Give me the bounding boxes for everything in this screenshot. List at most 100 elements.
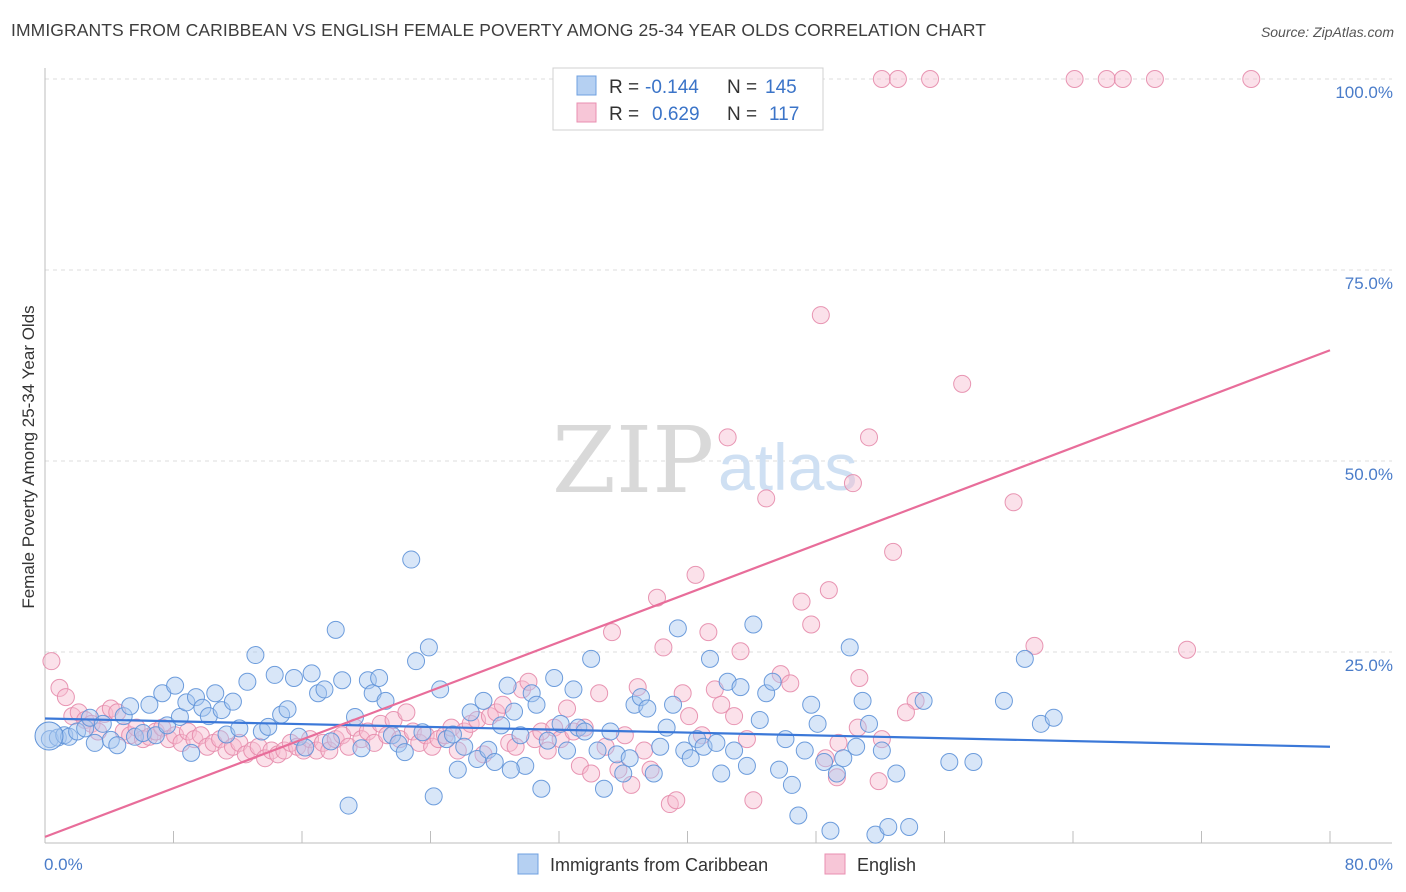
correlation-legend: R = -0.144 N = 145 R = 0.629 N = 117 bbox=[552, 67, 824, 131]
y-tick-label: 75.0% bbox=[1345, 274, 1393, 293]
english-point bbox=[582, 764, 601, 783]
english-point bbox=[307, 741, 326, 760]
caribbean-point bbox=[737, 756, 756, 775]
english-point bbox=[827, 768, 846, 787]
legend-label-english: English bbox=[857, 855, 916, 875]
y-axis-label: Female Poverty Among 25-34 Year Olds bbox=[19, 305, 38, 608]
english-point bbox=[744, 791, 763, 810]
caribbean-point bbox=[407, 652, 426, 671]
caribbean-point bbox=[808, 714, 827, 733]
caribbean-point bbox=[402, 550, 421, 569]
caribbean-trend-line bbox=[44, 717, 1331, 748]
caribbean-point bbox=[614, 764, 633, 783]
english-point bbox=[493, 695, 512, 714]
english-point bbox=[1145, 70, 1164, 88]
legend-frame bbox=[552, 67, 824, 131]
english-point bbox=[1178, 640, 1197, 659]
chart-title: IMMIGRANTS FROM CARIBBEAN VS ENGLISH FEM… bbox=[11, 20, 987, 40]
caribbean-point bbox=[34, 721, 64, 751]
caribbean-point bbox=[182, 743, 201, 762]
caribbean-point bbox=[815, 753, 834, 772]
caribbean-point bbox=[121, 697, 140, 716]
caribbean-point bbox=[1015, 649, 1034, 668]
legend-swatch-caribbean bbox=[576, 75, 597, 96]
caribbean-point bbox=[516, 756, 535, 775]
caribbean-point bbox=[789, 806, 808, 825]
caribbean-point bbox=[558, 741, 577, 760]
caribbean-point bbox=[166, 676, 185, 695]
caribbean-point bbox=[498, 676, 517, 695]
english-point bbox=[397, 703, 416, 722]
legend-n-value: 117 bbox=[769, 104, 799, 125]
caribbean-point bbox=[522, 684, 541, 703]
english-point bbox=[872, 70, 891, 88]
caribbean-point bbox=[108, 736, 127, 755]
english-point bbox=[757, 489, 776, 508]
english-point bbox=[673, 684, 692, 703]
caribbean-point bbox=[551, 714, 570, 733]
caribbean-point bbox=[725, 741, 744, 760]
english-point bbox=[869, 772, 888, 791]
caribbean-point bbox=[964, 753, 983, 772]
caribbean-point bbox=[315, 680, 334, 699]
caribbean-point bbox=[545, 668, 564, 687]
caribbean-point bbox=[532, 779, 551, 798]
english-point bbox=[884, 542, 903, 561]
caribbean-point bbox=[321, 732, 340, 751]
legend-n-value: 145 bbox=[765, 77, 797, 98]
caribbean-point bbox=[750, 710, 769, 729]
y-tick-label: 100.0% bbox=[1335, 83, 1393, 102]
caribbean-point bbox=[594, 779, 613, 798]
watermark-atlas: atlas bbox=[718, 430, 857, 504]
caribbean-point bbox=[795, 741, 814, 760]
caribbean-point bbox=[455, 737, 474, 756]
english-point bbox=[888, 70, 907, 88]
watermark: ZIP atlas bbox=[552, 407, 857, 514]
english-point bbox=[558, 699, 577, 718]
english-point bbox=[1242, 70, 1261, 88]
english-point bbox=[423, 737, 442, 756]
english-point bbox=[1097, 70, 1116, 88]
english-point bbox=[792, 592, 811, 611]
grid-layer bbox=[45, 78, 1392, 653]
caribbean-point bbox=[395, 743, 414, 762]
legend-swatch-english bbox=[824, 853, 846, 875]
english-point bbox=[953, 374, 972, 393]
caribbean-point bbox=[370, 668, 389, 687]
caribbean-point bbox=[238, 672, 257, 691]
english-point bbox=[1025, 636, 1044, 655]
caribbean-point bbox=[900, 817, 919, 836]
caribbean-point bbox=[731, 678, 750, 697]
caribbean-point bbox=[744, 615, 763, 634]
english-point bbox=[725, 707, 744, 726]
english-point bbox=[731, 642, 750, 661]
caribbean-point bbox=[638, 699, 657, 718]
caribbean-point bbox=[265, 665, 284, 684]
caribbean-point bbox=[246, 646, 265, 665]
legend-label-caribbean: Immigrants from Caribbean bbox=[550, 855, 768, 875]
caribbean-point bbox=[853, 691, 872, 710]
caribbean-point bbox=[284, 668, 303, 687]
tick-label-layer: 25.0% 50.0% 75.0% 100.0% 0.0% 80.0% bbox=[44, 83, 1393, 874]
caribbean-point bbox=[230, 719, 249, 738]
caribbean-point bbox=[827, 764, 846, 783]
caribbean-point bbox=[631, 688, 650, 707]
legend-n-label: N = bbox=[727, 104, 757, 125]
caribbean-point bbox=[186, 688, 205, 707]
caribbean-point bbox=[474, 691, 493, 710]
legend-swatch-caribbean bbox=[517, 853, 539, 875]
caribbean-point bbox=[501, 760, 520, 779]
caribbean-point bbox=[326, 620, 345, 639]
english-point bbox=[294, 741, 313, 760]
caribbean-point bbox=[620, 749, 639, 768]
caribbean-point bbox=[700, 649, 719, 668]
english-point bbox=[506, 737, 525, 756]
x-tick-label: 80.0% bbox=[1345, 855, 1393, 874]
english-point bbox=[519, 672, 538, 691]
english-point bbox=[575, 718, 594, 737]
english-trend-line bbox=[44, 349, 1331, 838]
english-point bbox=[50, 678, 69, 697]
legend-r-value: 0.629 bbox=[652, 104, 700, 125]
caribbean-point bbox=[657, 718, 676, 737]
caribbean-point bbox=[757, 684, 776, 703]
